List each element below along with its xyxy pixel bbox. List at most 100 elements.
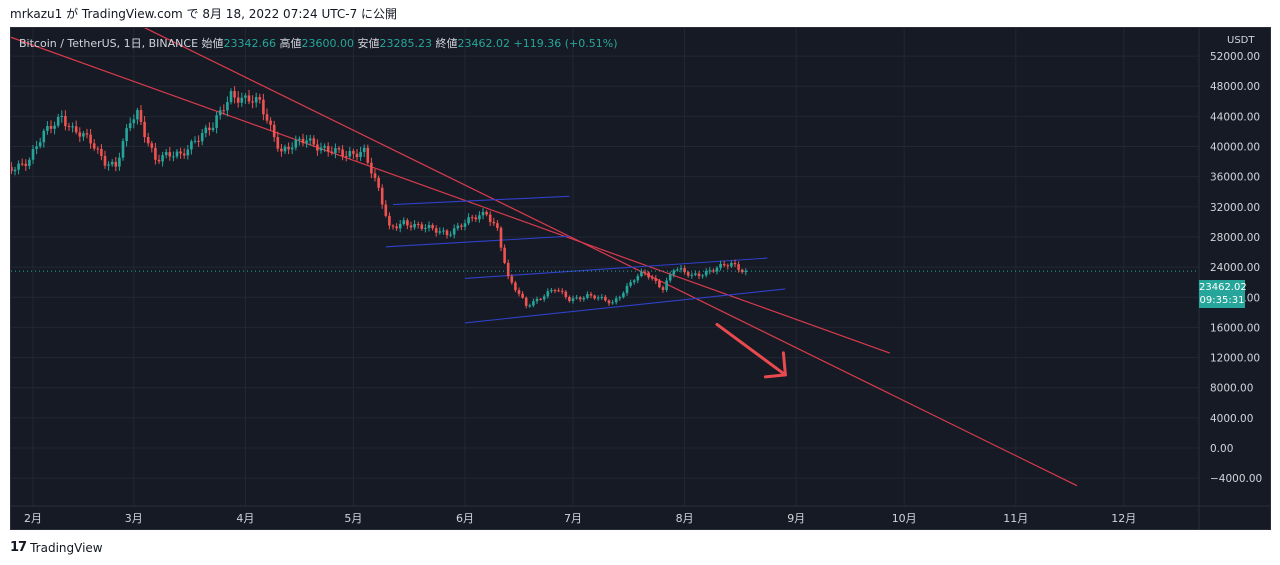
candle-body [143, 121, 146, 138]
tradingview-logo-icon: 17 [10, 540, 27, 555]
candle-body [503, 247, 506, 263]
candle-body [449, 234, 452, 236]
candle-body [352, 151, 355, 154]
candle-body [697, 273, 701, 277]
candle-body [272, 124, 276, 138]
candle-body [388, 215, 391, 226]
candle-body [254, 97, 258, 103]
candle-body [593, 295, 596, 299]
candle-body [600, 296, 604, 298]
candle-body [643, 271, 647, 273]
candle-body [11, 167, 13, 172]
candle-body [244, 95, 247, 98]
candle-body [301, 138, 305, 144]
candle-body [722, 263, 726, 266]
candle-body [510, 276, 514, 283]
trendlines [11, 28, 1078, 487]
candle-body [647, 272, 650, 278]
candle-body [499, 227, 503, 248]
candle-body [582, 297, 586, 300]
candle-body [46, 126, 49, 131]
candle-body [614, 298, 618, 303]
candle-body [632, 280, 636, 283]
channels [385, 195, 786, 324]
x-tick-label: 6月 [456, 512, 474, 525]
candle-body [56, 117, 60, 126]
x-tick-label: 12月 [1111, 512, 1136, 525]
candle-body [208, 127, 211, 131]
candles [11, 86, 748, 309]
open-value: 23342.66 [223, 37, 277, 50]
candle-body [157, 159, 161, 162]
candle-body [733, 262, 737, 265]
candle-body [708, 270, 712, 272]
y-tick-label: 36000.00 [1210, 172, 1260, 184]
candle-body [517, 290, 521, 294]
candle-body [172, 156, 175, 158]
candle-body [474, 217, 478, 220]
candle-body [308, 138, 312, 141]
y-tick-label: 24000.00 [1210, 262, 1260, 274]
y-tick-label: 16000.00 [1210, 322, 1260, 334]
candle-body [125, 128, 128, 142]
candle-body [402, 220, 406, 224]
low-value: 23285.23 [379, 37, 433, 50]
candle-body [607, 300, 611, 304]
candle-body [24, 163, 28, 166]
candle-body [92, 143, 96, 149]
candle-body [330, 151, 334, 153]
low-label: 安値 [357, 37, 380, 50]
candle-body [589, 294, 593, 296]
x-tick-label: 2月 [24, 512, 42, 525]
grid [11, 28, 1199, 506]
candle-body [334, 148, 337, 153]
candle-body [200, 133, 204, 142]
y-tick-label: 52000.00 [1210, 51, 1260, 63]
symbol-label: Bitcoin / TetherUS, 1日, BINANCE [19, 37, 199, 50]
y-tick-label: 32000.00 [1210, 202, 1260, 214]
candle-body [431, 225, 434, 229]
price-chart[interactable]: 52000.00 48000.00 44000.00 40000.00 36000.00… [11, 28, 1271, 530]
candle-body [578, 297, 582, 300]
candle-body [38, 142, 42, 147]
candle-body [406, 220, 409, 226]
chart-panel[interactable]: 52000.00 48000.00 44000.00 40000.00 36000.00… [10, 27, 1271, 530]
candle-body [409, 225, 413, 228]
y-tick-label: 28000.00 [1210, 232, 1260, 244]
candle-body [82, 133, 85, 137]
candle-body [35, 146, 38, 150]
candle-body [89, 134, 92, 144]
candle-body [701, 275, 704, 277]
candle-body [316, 144, 319, 151]
x-tick-label: 7月 [564, 512, 582, 525]
candle-body [247, 95, 251, 102]
y-tick-label: 48000.00 [1210, 81, 1260, 93]
candle-body [668, 274, 672, 281]
candle-body [262, 99, 265, 115]
candle-body [434, 228, 438, 233]
candle-body [416, 223, 420, 225]
candle-body [139, 110, 143, 122]
candle-body [265, 114, 269, 121]
lower-channel-top [464, 257, 768, 279]
candle-body [704, 271, 708, 276]
candle-body [478, 215, 481, 220]
close-label: 終値 [435, 37, 458, 50]
candle-body [715, 267, 719, 272]
candle-body [622, 293, 625, 298]
y-tick-label: −4000.00 [1210, 473, 1262, 485]
candle-body [456, 225, 460, 229]
candle-body [74, 126, 78, 133]
upper-channel-bottom [385, 235, 570, 248]
candle-body [683, 268, 686, 273]
x-tick-label: 5月 [344, 512, 362, 525]
candle-body [686, 272, 690, 276]
candle-body [712, 270, 715, 272]
candle-body [110, 161, 114, 165]
candle-body [362, 147, 366, 152]
footer-brand[interactable]: 17 TradingView [10, 540, 103, 555]
candle-body [488, 214, 492, 222]
candle-body [251, 101, 254, 103]
candle-body [49, 126, 53, 129]
candle-body [672, 270, 676, 275]
